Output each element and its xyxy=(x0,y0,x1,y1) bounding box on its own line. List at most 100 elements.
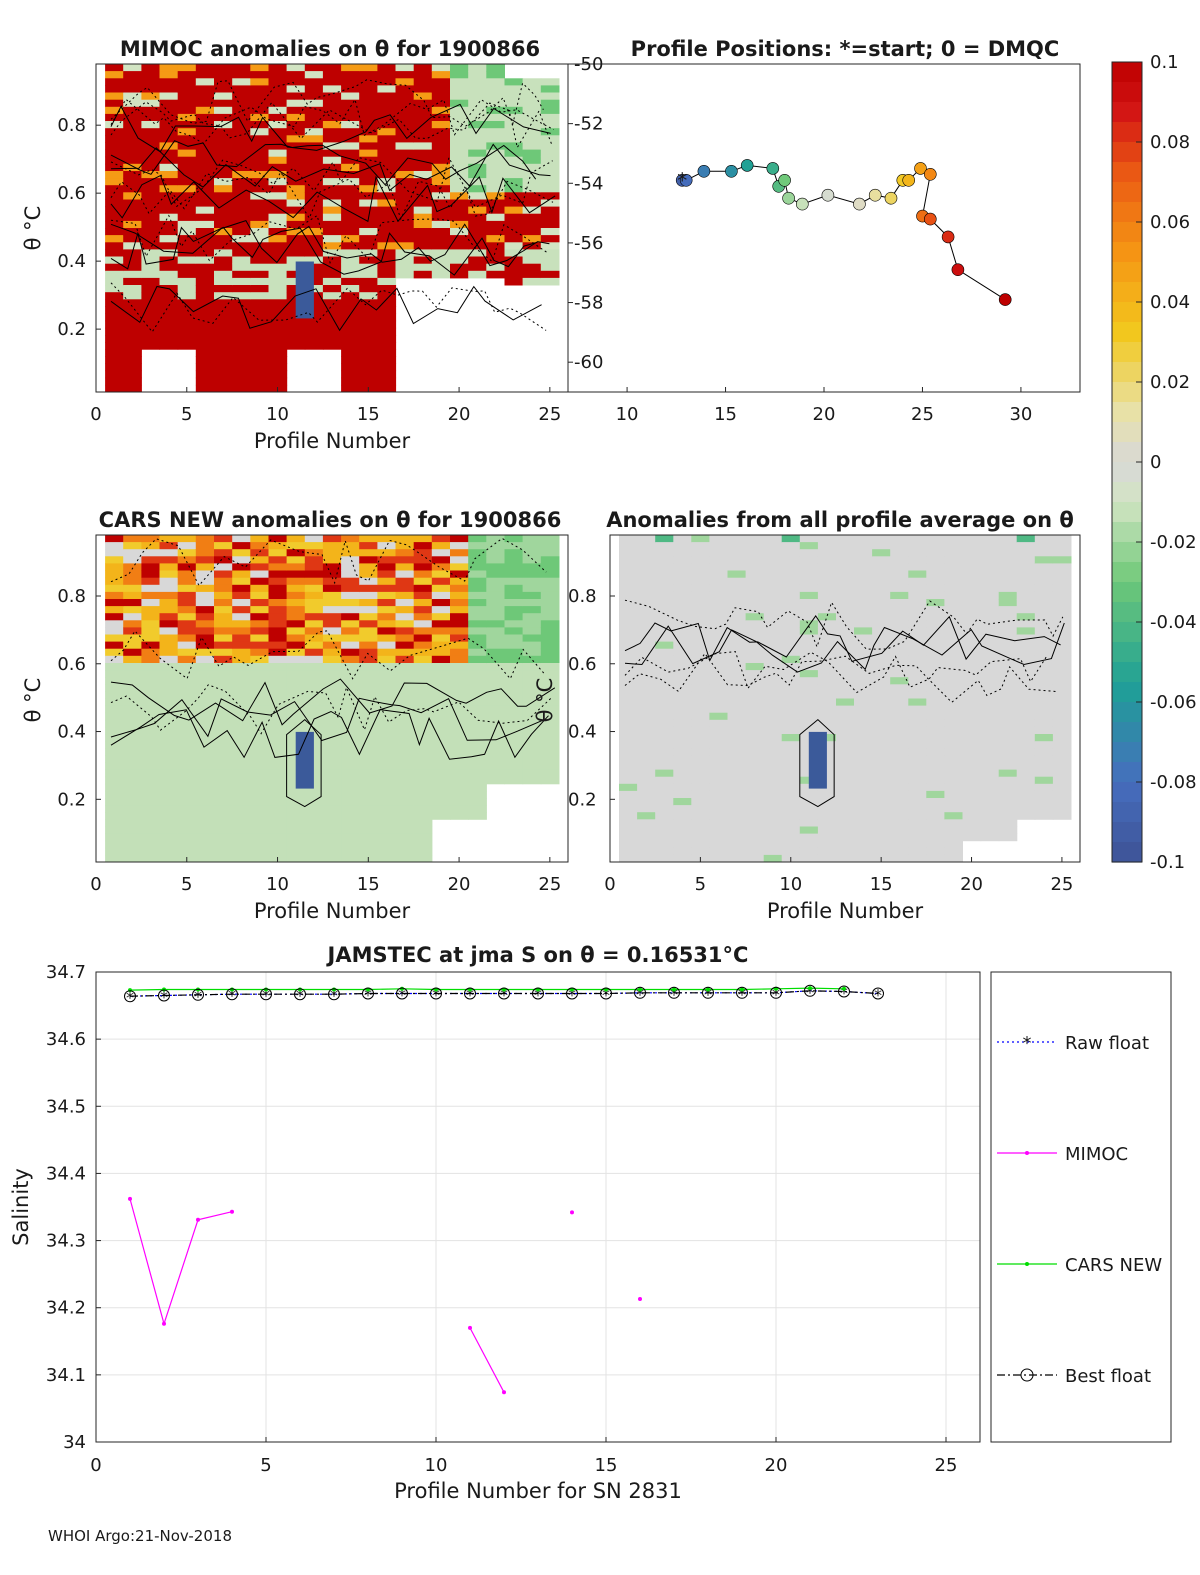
heat-cell xyxy=(123,805,142,813)
heat-cell xyxy=(980,819,1000,827)
heat-cell xyxy=(450,156,469,165)
heat-cell xyxy=(799,584,819,593)
heat-cell xyxy=(123,854,142,862)
heat-cell xyxy=(450,220,469,229)
heat-cell xyxy=(141,242,161,250)
heat-cell xyxy=(268,349,288,357)
heat-cell xyxy=(709,570,728,579)
heat-cell xyxy=(304,613,324,621)
heat-cell xyxy=(619,790,638,799)
heat-cell xyxy=(763,577,783,586)
heat-cell xyxy=(540,206,560,215)
heat-cell xyxy=(673,854,692,862)
heat-cell xyxy=(745,776,765,785)
heat-cell xyxy=(268,684,288,692)
heat-cell xyxy=(745,570,765,579)
heat-cell xyxy=(322,741,342,749)
heat-cell xyxy=(890,840,909,849)
heat-cell xyxy=(637,741,656,749)
heat-cell xyxy=(232,171,251,179)
heat-cell xyxy=(691,620,710,628)
heat-cell xyxy=(395,755,415,763)
heat-cell xyxy=(286,655,306,664)
heat-cell xyxy=(727,790,747,799)
heat-cell xyxy=(214,99,233,108)
heat-cell xyxy=(214,171,233,179)
heat-cell xyxy=(105,712,124,721)
heat-cell xyxy=(691,577,710,586)
heat-cell xyxy=(214,812,233,820)
heat-cell xyxy=(105,726,124,735)
heat-cell xyxy=(926,606,945,614)
heat-cell xyxy=(359,256,378,265)
heat-cell xyxy=(486,549,505,557)
heat-cell xyxy=(195,113,215,122)
heat-cell xyxy=(799,712,819,721)
heat-cell xyxy=(691,648,710,657)
heat-cell xyxy=(123,663,142,671)
heat-cell xyxy=(763,599,783,607)
heat-cell xyxy=(232,691,251,699)
heat-cell xyxy=(268,142,288,150)
heat-cell xyxy=(962,606,982,614)
heat-cell xyxy=(105,99,124,108)
heat-cell xyxy=(195,663,215,671)
heat-cell xyxy=(745,655,765,664)
heat-cell xyxy=(709,776,728,785)
x-tick-label: 20 xyxy=(448,404,471,425)
heat-cell xyxy=(854,712,873,721)
heat-cell xyxy=(341,277,360,286)
heat-cell xyxy=(395,776,415,785)
heat-cell xyxy=(1016,798,1036,806)
heat-cell xyxy=(727,563,747,571)
heat-cell xyxy=(1016,684,1036,692)
heat-cell xyxy=(304,142,324,150)
heat-cell xyxy=(322,242,342,250)
heat-cell xyxy=(998,584,1018,593)
heat-cell xyxy=(286,185,306,193)
heat-cell xyxy=(691,698,710,707)
heat-cell xyxy=(468,769,487,778)
heat-cell xyxy=(341,113,360,122)
heat-cell xyxy=(195,220,215,229)
heat-cell xyxy=(727,655,747,664)
heat-cell xyxy=(468,641,487,650)
heat-cell xyxy=(817,819,837,827)
heat-cell xyxy=(141,342,161,350)
heat-cell xyxy=(377,620,397,628)
legend-marker xyxy=(1025,1151,1029,1155)
heat-cell xyxy=(817,670,837,678)
heat-cell xyxy=(105,185,124,193)
heat-cell xyxy=(214,705,233,714)
heat-cell xyxy=(322,634,342,643)
heat-cell xyxy=(304,178,324,186)
heat-cell xyxy=(250,285,269,293)
heat-cell xyxy=(322,726,342,735)
heat-cell xyxy=(159,577,179,586)
heat-cell xyxy=(854,819,873,827)
heat-cell xyxy=(1016,613,1036,621)
heat-cell xyxy=(359,762,378,771)
heat-cell xyxy=(908,591,927,600)
y-tick-label: 0.2 xyxy=(57,319,86,340)
heat-cell xyxy=(141,220,161,229)
heat-cell xyxy=(195,712,215,721)
heat-cell xyxy=(962,748,982,756)
heat-cell xyxy=(377,349,397,357)
heat-cell xyxy=(141,171,161,179)
heat-cell xyxy=(745,648,765,657)
heat-cell xyxy=(141,256,161,265)
heat-cell xyxy=(105,655,124,664)
heat-cell xyxy=(123,542,142,550)
heat-cell xyxy=(141,847,161,856)
heat-cell xyxy=(637,840,656,849)
heat-cell xyxy=(395,113,415,122)
heat-cell xyxy=(268,826,288,835)
heat-cell xyxy=(413,719,433,728)
heat-cell xyxy=(709,549,728,557)
heat-cell xyxy=(214,670,233,678)
heat-cell xyxy=(817,570,837,579)
heat-cell xyxy=(322,769,342,778)
heat-cell xyxy=(1052,606,1072,614)
heat-cell xyxy=(431,549,451,557)
